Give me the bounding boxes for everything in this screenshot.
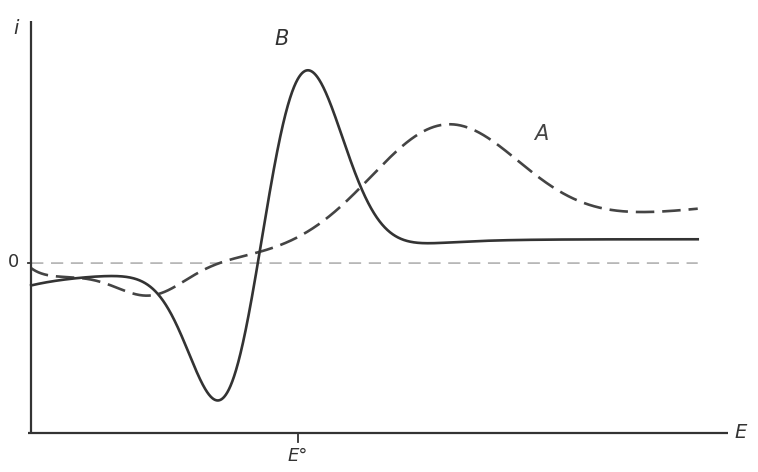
Text: E: E <box>735 423 747 442</box>
Text: B: B <box>274 29 289 49</box>
Text: i: i <box>14 19 19 38</box>
Text: A: A <box>534 125 549 144</box>
Text: 0: 0 <box>8 253 19 270</box>
Text: E°: E° <box>287 447 308 465</box>
